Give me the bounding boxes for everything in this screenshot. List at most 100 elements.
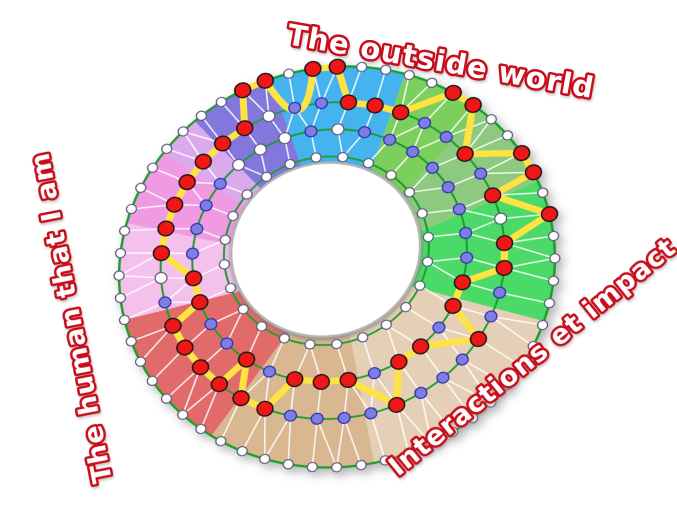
wheel-node-ring-4[interactable] [177, 409, 189, 420]
wheel-node-ring-4[interactable] [215, 436, 227, 447]
wheel-node-ring-3[interactable] [337, 411, 351, 425]
wheel-node-ring-2[interactable] [425, 161, 439, 174]
wheel-node-ring-2[interactable] [213, 177, 227, 190]
wheel-node-ring-4[interactable] [147, 162, 159, 173]
wheel-node-ring-3-selected[interactable] [178, 173, 197, 191]
wheel-node-ring-3-selected[interactable] [483, 186, 502, 204]
wheel-node-ring-4[interactable] [118, 314, 131, 326]
wheel-node-ring-4-selected[interactable] [512, 144, 531, 162]
wheel-node-ring-1[interactable] [227, 210, 239, 222]
wheel-node-ring-1[interactable] [304, 339, 316, 350]
wheel-node-ring-4[interactable] [146, 375, 158, 387]
wheel-node-ring-2-selected[interactable] [312, 373, 331, 391]
wheel-node-ring-4[interactable] [403, 448, 415, 459]
wheel-node-ring-3[interactable] [439, 130, 453, 144]
wheel-node-ring-1[interactable] [385, 169, 397, 181]
wheel-node-ring-4[interactable] [547, 230, 560, 242]
wheel-node-ring-3-selected[interactable] [255, 400, 274, 418]
wheel-node-ring-3-selected[interactable] [469, 330, 488, 348]
wheel-node-ring-2-selected[interactable] [411, 337, 430, 355]
wheel-node-ring-4[interactable] [380, 64, 392, 75]
wheel-node-ring-2-selected[interactable] [453, 273, 472, 291]
wheel-node-ring-1[interactable] [237, 304, 249, 315]
wheel-node-ring-4-selected[interactable] [540, 205, 559, 223]
wheel-node-ring-3[interactable] [154, 271, 168, 285]
wheel-node-ring-3-selected[interactable] [163, 317, 182, 335]
wheel-node-ring-3-selected[interactable] [366, 96, 385, 114]
wheel-node-ring-1[interactable] [400, 301, 412, 313]
wheel-node-ring-4[interactable] [536, 319, 549, 331]
wheel-node-ring-4-selected[interactable] [524, 163, 543, 181]
wheel-node-ring-1[interactable] [219, 234, 231, 245]
wheel-node-ring-4-selected[interactable] [256, 72, 275, 90]
wheel-node-ring-3[interactable] [484, 310, 498, 323]
wheel-node-ring-4[interactable] [485, 114, 497, 125]
wheel-node-ring-2-selected[interactable] [184, 269, 203, 287]
wheel-node-ring-1[interactable] [241, 189, 253, 200]
wheel-node-ring-4[interactable] [543, 297, 555, 309]
wheel-node-ring-2[interactable] [331, 123, 345, 136]
wheel-node-ring-4[interactable] [125, 336, 137, 347]
wheel-node-ring-4[interactable] [259, 453, 271, 465]
wheel-node-ring-4[interactable] [236, 446, 248, 457]
wheel-node-ring-2[interactable] [432, 321, 446, 334]
wheel-node-ring-2[interactable] [199, 199, 213, 212]
wheel-node-ring-4[interactable] [549, 253, 561, 264]
wheel-node-ring-4[interactable] [125, 203, 138, 215]
wheel-node-ring-4[interactable] [501, 379, 513, 391]
wheel-node-ring-2[interactable] [458, 226, 473, 240]
wheel-node-ring-2-selected[interactable] [389, 353, 408, 371]
wheel-node-ring-1[interactable] [403, 187, 416, 198]
wheel-node-ring-4[interactable] [195, 110, 207, 121]
wheel-node-ring-3-selected[interactable] [165, 196, 184, 214]
wheel-node-ring-2[interactable] [253, 143, 267, 156]
wheel-node-ring-1[interactable] [416, 208, 428, 219]
wheel-node-ring-4[interactable] [403, 69, 415, 81]
wheel-node-ring-4[interactable] [331, 462, 343, 473]
wheel-node-ring-2-selected[interactable] [444, 297, 463, 315]
wheel-node-ring-3-selected[interactable] [495, 259, 514, 277]
wheel-node-ring-2-selected[interactable] [339, 371, 358, 389]
wheel-node-ring-3[interactable] [262, 109, 276, 123]
wheel-node-ring-4[interactable] [447, 426, 459, 438]
wheel-node-ring-4[interactable] [355, 459, 367, 471]
wheel-node-ring-4[interactable] [160, 393, 173, 404]
wheel-node-ring-1[interactable] [331, 338, 343, 350]
wheel-node-ring-2[interactable] [185, 247, 200, 260]
wheel-node-ring-4[interactable] [113, 270, 125, 281]
wheel-node-ring-3[interactable] [414, 386, 428, 399]
wheel-node-ring-3[interactable] [158, 296, 172, 309]
wheel-node-ring-4[interactable] [135, 182, 147, 194]
wheel-node-ring-3[interactable] [288, 101, 302, 114]
wheel-node-ring-4[interactable] [501, 130, 514, 141]
wheel-node-ring-2-selected[interactable] [285, 370, 304, 388]
wheel-node-ring-4-selected[interactable] [328, 58, 347, 76]
wheel-node-ring-2[interactable] [262, 365, 277, 378]
wheel-node-ring-4-selected[interactable] [464, 96, 483, 114]
wheel-node-ring-3-selected[interactable] [213, 134, 232, 152]
wheel-node-ring-2[interactable] [190, 222, 204, 236]
wheel-node-ring-4[interactable] [195, 423, 207, 435]
wheel-node-ring-3-selected[interactable] [232, 389, 251, 407]
wheel-node-ring-4[interactable] [114, 292, 127, 304]
wheel-node-ring-3-selected[interactable] [194, 153, 213, 171]
wheel-node-ring-2[interactable] [304, 125, 318, 138]
wheel-node-ring-4[interactable] [379, 455, 391, 466]
wheel-node-ring-3[interactable] [436, 371, 450, 384]
wheel-node-ring-3[interactable] [493, 286, 507, 299]
wheel-node-ring-1[interactable] [414, 280, 426, 291]
wheel-node-ring-1[interactable] [224, 282, 237, 294]
wheel-node-ring-2-selected[interactable] [237, 351, 256, 369]
wheel-node-ring-3[interactable] [417, 116, 432, 130]
wheel-node-ring-3-selected[interactable] [456, 145, 475, 163]
wheel-node-ring-4[interactable] [485, 397, 497, 408]
wheel-node-ring-2[interactable] [204, 317, 218, 331]
wheel-node-ring-4[interactable] [527, 340, 539, 352]
wheel-node-ring-3[interactable] [494, 212, 508, 225]
wheel-node-ring-3-selected[interactable] [152, 244, 171, 262]
wheel-node-ring-4[interactable] [426, 77, 438, 88]
wheel-node-ring-1[interactable] [421, 256, 434, 267]
wheel-node-ring-2[interactable] [383, 133, 397, 146]
wheel-node-ring-4[interactable] [547, 275, 560, 287]
wheel-node-ring-2[interactable] [357, 125, 372, 139]
